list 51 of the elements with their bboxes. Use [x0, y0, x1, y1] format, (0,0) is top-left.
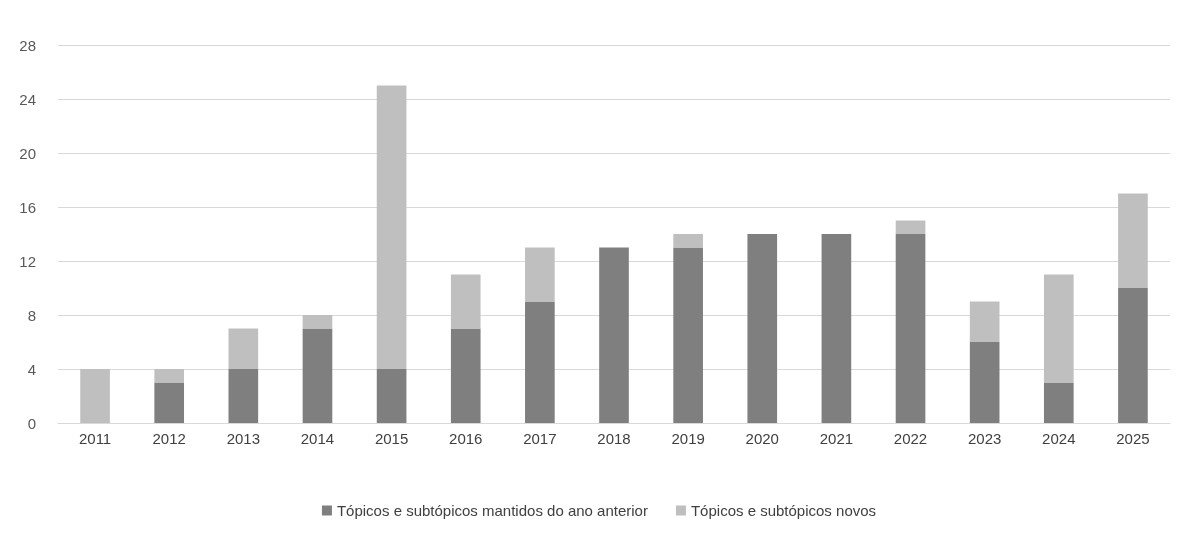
bar [1043, 274, 1074, 383]
bar [376, 369, 407, 423]
legend-label: Tópicos e subtópicos mantidos do ano anterior [336, 502, 648, 519]
y-tick-label: 12 [19, 252, 36, 270]
bar [302, 328, 333, 423]
y-tick-label: 28 [19, 36, 36, 54]
x-tick-label: 2016 [449, 430, 483, 447]
x-tick-label: 2019 [671, 430, 705, 447]
bar [673, 234, 703, 248]
bar [895, 220, 926, 234]
x-tick-label: 2021 [819, 430, 854, 447]
bar [747, 234, 778, 423]
x-tick-label: 2017 [523, 430, 557, 447]
bar [228, 369, 259, 423]
bar [154, 369, 185, 383]
bar [895, 234, 926, 423]
bar [525, 301, 555, 423]
x-tick-label: 2018 [597, 430, 631, 447]
bar [821, 234, 852, 423]
x-tick-label: 2022 [893, 430, 928, 447]
bar [525, 247, 555, 302]
x-tick-label: 2020 [745, 430, 779, 447]
bar [1118, 193, 1148, 288]
y-tick-label: 16 [19, 198, 36, 216]
x-tick-label: 2015 [374, 430, 409, 447]
bar [450, 328, 481, 423]
y-tick-label: 4 [27, 360, 36, 378]
bar [599, 247, 629, 423]
x-tick-label: 2014 [300, 430, 335, 447]
y-tick-label: 20 [19, 144, 36, 162]
x-tick-label: 2013 [226, 430, 261, 447]
bar [1043, 382, 1074, 423]
bar [80, 369, 110, 423]
bar [1118, 288, 1148, 423]
bar [673, 247, 703, 423]
bar [376, 85, 407, 369]
x-tick-label: 2011 [78, 430, 112, 447]
x-tick-label: 2023 [967, 430, 1002, 447]
bar [969, 301, 1000, 342]
x-tick-label: 2012 [152, 430, 186, 447]
y-tick-label: 24 [19, 90, 36, 108]
bar [969, 342, 1000, 423]
y-tick-label: 8 [27, 306, 36, 324]
bar [228, 328, 259, 369]
x-tick-label: 2024 [1042, 430, 1076, 447]
bar [302, 315, 333, 329]
x-tick-label: 2025 [1116, 430, 1150, 447]
bar [450, 274, 481, 329]
y-tick-label: 0 [27, 414, 36, 432]
legend-label: Tópicos e subtópicos novos [690, 502, 877, 519]
bar [154, 382, 185, 423]
